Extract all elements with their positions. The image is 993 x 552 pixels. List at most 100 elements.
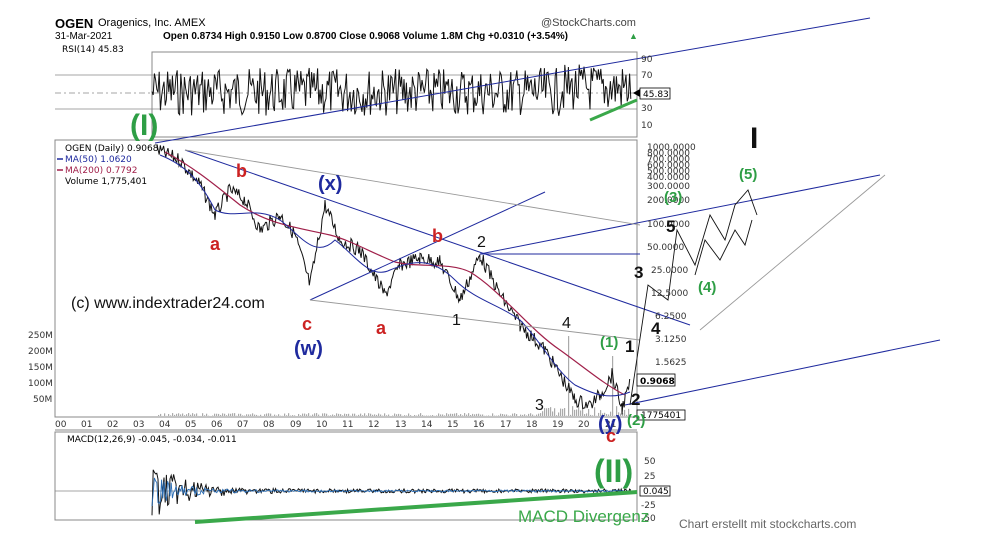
wave-label: 4 bbox=[562, 315, 571, 332]
x-tick: 06 bbox=[211, 420, 223, 430]
volume-bar bbox=[220, 414, 222, 416]
volume-bar bbox=[398, 413, 400, 416]
wave-label: I bbox=[750, 122, 758, 155]
macd-axis: 50 25 -25 -50 0.045 bbox=[639, 457, 671, 524]
volume-bar bbox=[480, 414, 482, 416]
volume-bar bbox=[298, 413, 300, 416]
volume-bar bbox=[204, 415, 206, 416]
volume-bar bbox=[178, 413, 180, 416]
price-tick: 600.0000 bbox=[647, 161, 690, 171]
volume-bar bbox=[464, 413, 466, 416]
chart-date: 31-Mar-2021 bbox=[55, 31, 113, 42]
volume-bar bbox=[520, 414, 522, 416]
rsi-tick: 90 bbox=[641, 55, 653, 65]
volume-bar bbox=[300, 415, 302, 416]
wave-label: 3 bbox=[634, 263, 643, 282]
wave-label: 1 bbox=[625, 337, 634, 356]
volume-tick: 50M bbox=[33, 395, 52, 405]
volume-bar bbox=[306, 414, 308, 416]
volume-bar bbox=[202, 413, 204, 416]
volume-bar bbox=[492, 413, 494, 416]
volume-bar bbox=[294, 415, 296, 416]
volume-bar bbox=[230, 413, 232, 416]
wave-label: (1) bbox=[600, 334, 618, 351]
volume-bar bbox=[326, 413, 328, 416]
volume-bar bbox=[516, 414, 518, 416]
volume-bar bbox=[538, 413, 540, 416]
volume-bar bbox=[598, 412, 600, 416]
volume-bar bbox=[506, 414, 508, 416]
volume-bar bbox=[540, 413, 542, 416]
macd-tick: -50 bbox=[641, 514, 656, 524]
ma50-line bbox=[159, 154, 631, 397]
wave-label: b bbox=[432, 226, 443, 246]
x-tick: 19 bbox=[552, 420, 564, 430]
volume-bar bbox=[396, 414, 398, 416]
volume-bar bbox=[186, 414, 188, 416]
volume-bar bbox=[224, 413, 226, 416]
volume-bar bbox=[504, 414, 506, 416]
macd-tick: -25 bbox=[641, 501, 656, 511]
volume-bar bbox=[600, 410, 602, 416]
volume-bar bbox=[580, 410, 582, 416]
wave-label: 1 bbox=[452, 312, 461, 329]
volume-bar bbox=[216, 413, 218, 416]
volume-bar bbox=[374, 414, 376, 416]
volume-bar bbox=[626, 414, 628, 416]
volume-bar bbox=[610, 411, 612, 416]
volume-bar bbox=[234, 413, 236, 416]
volume-bar bbox=[404, 415, 406, 416]
volume-bars bbox=[158, 336, 632, 416]
volume-bar bbox=[184, 415, 186, 416]
volume-bar bbox=[158, 414, 160, 416]
volume-bar bbox=[338, 413, 340, 416]
wave-label: (5) bbox=[739, 166, 757, 183]
x-tick: 05 bbox=[185, 420, 196, 430]
volume-bar bbox=[164, 413, 166, 416]
volume-bar bbox=[562, 408, 564, 416]
volume-bar bbox=[466, 414, 468, 416]
volume-bar bbox=[502, 414, 504, 416]
wave-label: (w) bbox=[294, 338, 323, 360]
chart-quote: Open 0.8734 High 0.9150 Low 0.8700 Close… bbox=[163, 31, 569, 42]
volume-axis: 250M 200M 150M 100M 50M bbox=[28, 331, 53, 405]
x-tick: 20 bbox=[578, 420, 590, 430]
rsi-tick: 10 bbox=[641, 121, 653, 131]
volume-bar bbox=[454, 413, 456, 416]
quote-arrow-icon: ▲ bbox=[629, 31, 638, 41]
volume-bar bbox=[568, 336, 570, 416]
wave-label: 5 bbox=[666, 217, 675, 236]
volume-bar bbox=[576, 409, 578, 416]
volume-bar bbox=[264, 414, 266, 416]
volume-bar bbox=[380, 414, 382, 416]
volume-bar bbox=[174, 414, 176, 416]
chart-source: @StockCharts.com bbox=[541, 17, 636, 29]
ma200-line bbox=[164, 151, 626, 396]
volume-bar bbox=[348, 413, 350, 416]
volume-bar bbox=[274, 414, 276, 416]
volume-bar bbox=[394, 413, 396, 416]
volume-bar bbox=[430, 415, 432, 416]
volume-bar bbox=[342, 415, 344, 416]
volume-bar bbox=[608, 414, 610, 416]
price-legend-volume: Volume 1,775,401 bbox=[65, 177, 147, 187]
volume-bar bbox=[212, 415, 214, 416]
price-tick: 400.0000 bbox=[647, 173, 690, 183]
volume-bar bbox=[542, 411, 544, 416]
volume-bar bbox=[256, 414, 258, 416]
volume-bar bbox=[602, 413, 604, 416]
volume-bar bbox=[438, 413, 440, 416]
volume-bar bbox=[630, 415, 632, 416]
price-panel bbox=[54, 139, 638, 418]
volume-bar bbox=[406, 415, 408, 416]
volume-bar bbox=[168, 413, 170, 416]
volume-bar bbox=[330, 415, 332, 416]
volume-bar bbox=[376, 414, 378, 416]
price-tick: 100.0000 bbox=[647, 220, 690, 230]
volume-bar bbox=[468, 413, 470, 416]
volume-bar bbox=[292, 415, 294, 416]
x-tick: 09 bbox=[290, 420, 302, 430]
volume-bar bbox=[456, 413, 458, 416]
volume-bar bbox=[246, 414, 248, 416]
rsi-panel bbox=[151, 51, 638, 138]
